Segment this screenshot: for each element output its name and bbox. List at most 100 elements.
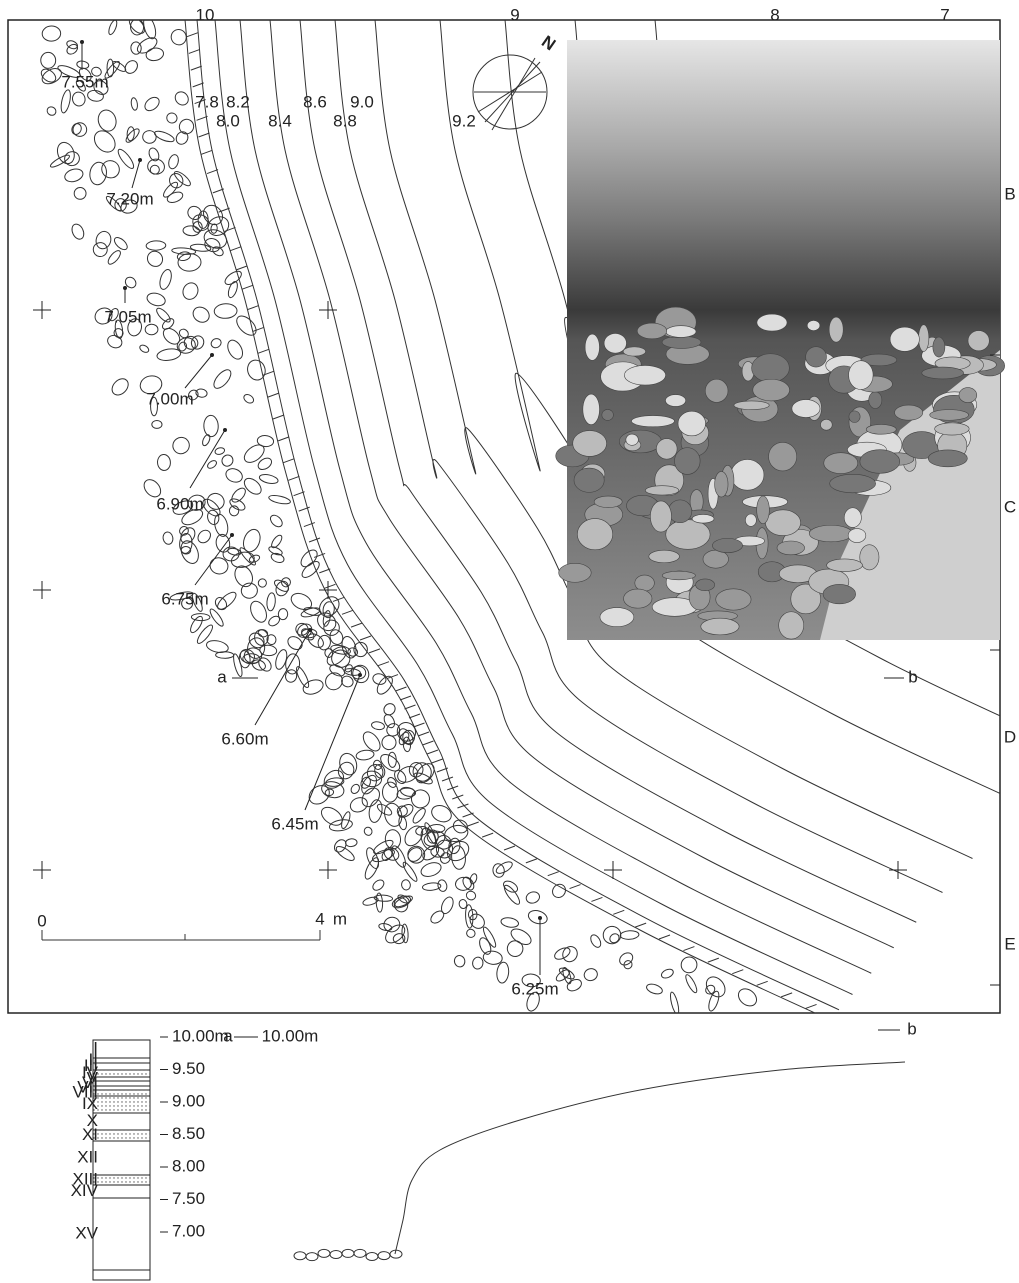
hatch [319,569,330,573]
section-datum: 10.00m [262,1026,319,1045]
scale-bar [42,930,320,940]
layer-label: XIV [71,1181,99,1200]
hatch [278,437,289,441]
contour-label: 8.0 [216,111,240,130]
cobble [550,882,568,900]
cobble [193,222,203,233]
photo-stone [757,314,787,331]
cobble [142,95,161,114]
photo-stone [701,618,739,635]
photo-stone [809,525,852,542]
scale-unit: m [333,909,347,928]
cobble [270,552,285,564]
layer-label: XII [77,1147,98,1166]
section-mark-b: b [908,667,917,686]
cobble [109,376,131,399]
cobble [388,752,397,767]
hatch [213,189,224,193]
photo-stone [895,405,923,420]
hatch [732,970,743,974]
cobble [74,187,86,199]
layer-fill [93,1096,150,1113]
cobble [645,982,663,995]
cobble [94,230,113,251]
cobble [130,42,141,55]
layer-label: XI [82,1125,98,1144]
cobble [220,453,235,468]
layer-fill [93,1175,150,1185]
hatch [570,885,581,889]
cobble [145,47,164,62]
photo-stone [574,468,604,492]
hatch [197,116,208,120]
cobble [345,838,357,847]
photo-stone [765,510,800,536]
cobble [173,89,191,108]
photo-stone [821,419,833,430]
cobble [270,534,284,550]
level-label: 8.00 [172,1156,205,1175]
cobble [63,150,80,167]
level-label: 9.50 [172,1059,205,1078]
hatch [230,247,241,251]
cobble [583,967,599,982]
cobble [439,895,455,915]
cobble [40,52,56,69]
hatch [400,696,411,700]
photo-stone [666,326,696,338]
cobble [185,204,204,222]
photo-stone [678,411,706,436]
photo-stone [849,411,860,423]
hatch [452,795,463,799]
photo-stone [650,501,671,532]
page: 10987BCDEN7.88.28.08.48.69.08.89.27.55m7… [0,0,1019,1283]
cobble [268,494,291,506]
photo-stone [703,550,728,568]
cobble [240,582,258,599]
photo-stone [807,320,820,330]
cobble [363,826,374,837]
cobble [620,930,639,940]
cobble [96,108,119,134]
grid-cross [33,581,51,599]
hatch [378,662,389,666]
cobble [348,795,369,814]
hatch [613,910,624,914]
photo-stone [933,337,945,357]
cobble [589,933,603,949]
cobble [332,837,348,854]
photo [556,40,1005,640]
cobble [285,634,304,652]
elevation-label: 7.05m [104,307,151,326]
hatch [482,833,493,837]
cobble [660,967,675,979]
cobble [157,454,171,471]
contour-label: 9.2 [452,111,476,130]
cobble [401,879,411,890]
photo-stone [656,439,677,460]
photo-stone [777,541,805,555]
photo-stone [577,519,612,550]
hatch [193,83,204,87]
section-stone [354,1249,366,1257]
photo-stone [959,388,977,403]
cobble [139,344,150,354]
hatch [591,897,602,901]
photo-stone [583,394,600,425]
cobble [191,614,210,621]
elevation-label: 7.20m [106,189,153,208]
elevation-label: 6.60m [221,729,268,748]
level-label: 8.50 [172,1124,205,1143]
cobble [227,280,240,298]
contour-label: 8.2 [226,92,250,111]
cobble [63,167,84,184]
hatch [247,306,258,310]
hatch [207,170,218,174]
elevation-label: 7.55m [61,72,108,91]
cobble [210,224,217,234]
contour-label: 9.0 [350,92,374,111]
cobble [206,459,218,470]
hatch [309,538,320,542]
contour-label: 8.8 [333,111,357,130]
cobble [322,669,346,693]
